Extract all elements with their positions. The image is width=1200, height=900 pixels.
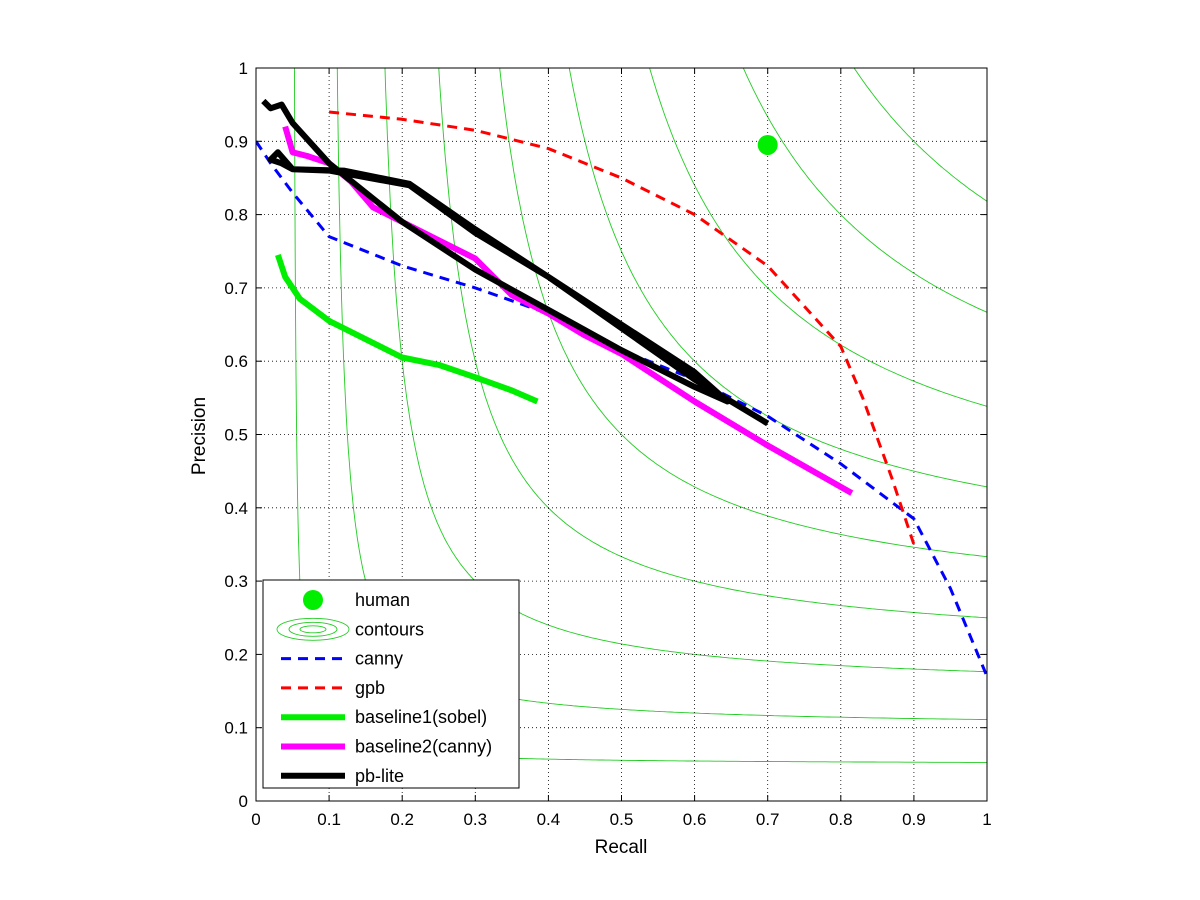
- legend-swatch-human: [303, 590, 323, 610]
- f-contour-4: [438, 68, 987, 619]
- x-tick-label: 0.5: [610, 810, 634, 829]
- y-tick-label: 0.2: [224, 645, 248, 664]
- x-tick-label: 0.2: [390, 810, 414, 829]
- f-contour-6: [568, 68, 987, 488]
- human-point: [757, 134, 778, 155]
- y-tick-label: 0.8: [224, 206, 248, 225]
- x-tick-label: 0.8: [829, 810, 853, 829]
- x-tick-label: 0.4: [537, 810, 561, 829]
- x-tick-label: 1: [982, 810, 991, 829]
- ticks: 0 0.1 0.2 0.3 0.4 0.5 0.6 0.7 0.8 0.9 1 0 0.1 0.2 0.3 0…: [224, 59, 991, 829]
- x-tick-label: 0.1: [317, 810, 341, 829]
- y-tick-label: 0.4: [224, 499, 248, 518]
- legend-label-baseline1-sobel: baseline1(sobel): [355, 707, 487, 727]
- f-contour-9: [853, 68, 987, 202]
- baseline2-canny-line: [282, 125, 854, 496]
- f-contour-3: [384, 68, 987, 673]
- legend: human contours canny gpb baseline1(sobel) bas…: [262, 579, 520, 789]
- y-tick-label: 0.9: [224, 132, 248, 151]
- y-tick-label: 1: [239, 59, 248, 78]
- baseline1-sobel-line: [275, 253, 539, 405]
- x-tick-label: 0.7: [756, 810, 780, 829]
- y-tick-label: 0.3: [224, 572, 248, 591]
- legend-label-pb-lite: pb-lite: [355, 766, 404, 786]
- legend-label-canny: canny: [355, 649, 403, 669]
- x-tick-label: 0.9: [902, 810, 926, 829]
- y-tick-label: 0.1: [224, 719, 248, 738]
- series-layer: [256, 98, 987, 677]
- f-contour-5: [499, 68, 987, 558]
- legend-label-contours: contours: [355, 619, 424, 639]
- legend-label-human: human: [355, 590, 410, 610]
- y-tick-label: 0.6: [224, 352, 248, 371]
- x-tick-label: 0: [251, 810, 260, 829]
- f-contour-8: [742, 68, 987, 313]
- x-tick-label: 0.6: [683, 810, 707, 829]
- y-tick-label: 0.7: [224, 279, 248, 298]
- legend-label-gpb: gpb: [355, 678, 385, 698]
- f-contour-7: [649, 68, 987, 407]
- x-axis-label: Recall: [595, 837, 648, 858]
- y-axis-label: Precision: [189, 397, 210, 475]
- legend-box: [262, 579, 520, 789]
- legend-label-baseline2-canny: baseline2(canny): [355, 737, 492, 757]
- y-tick-label: 0: [239, 792, 248, 811]
- legend-swatch-contours: [276, 617, 350, 641]
- gpb-line: [328, 110, 916, 545]
- y-tick-label: 0.5: [224, 426, 248, 445]
- pb-lite-line: [261, 98, 770, 427]
- x-tick-label: 0.3: [463, 810, 487, 829]
